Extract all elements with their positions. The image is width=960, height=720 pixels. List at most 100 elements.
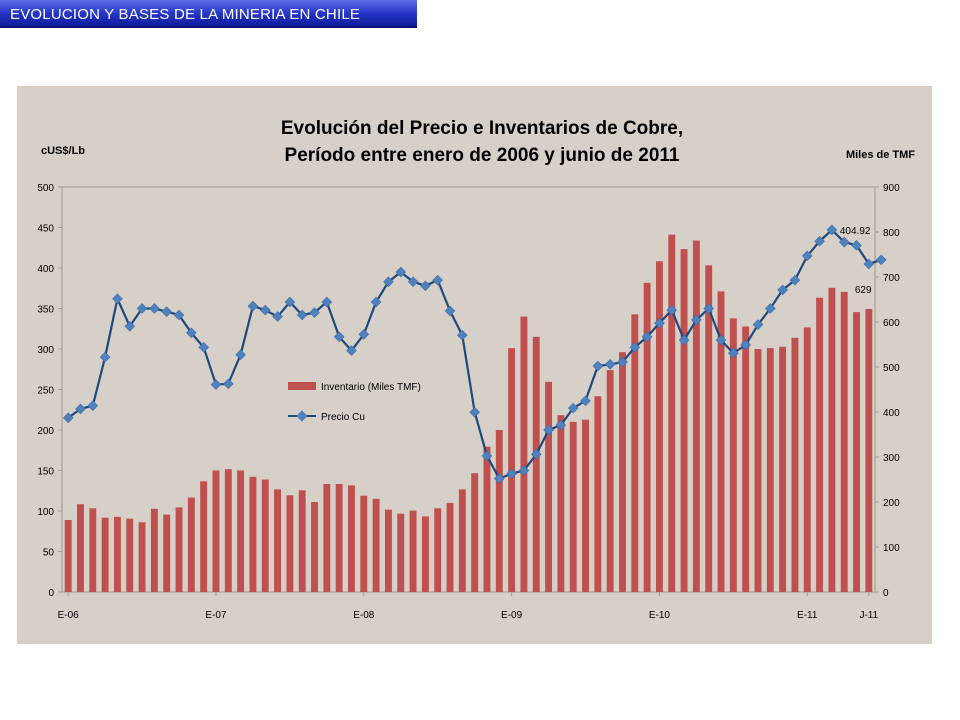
price-point <box>530 448 542 460</box>
inventory-bar <box>397 513 405 592</box>
price-point <box>407 276 419 288</box>
x-tick-label: E-08 <box>353 610 375 621</box>
price-point <box>715 334 727 346</box>
inventory-bar <box>323 484 331 592</box>
inventory-bar <box>311 502 318 592</box>
legend-label-price: Precio Cu <box>321 412 365 423</box>
price-point <box>259 304 271 316</box>
price-point <box>432 274 443 286</box>
y-right-tick-label: 900 <box>883 183 900 194</box>
y-left-tick-label: 400 <box>37 264 54 275</box>
price-point <box>87 400 99 412</box>
inventory-bar <box>754 349 762 592</box>
price-point <box>728 347 739 359</box>
price-point <box>420 280 431 292</box>
plot-area <box>61 186 876 593</box>
y-right-tick-label: 300 <box>883 453 900 464</box>
inventory-bar <box>582 419 589 592</box>
y-left-tick-label: 500 <box>37 183 54 194</box>
annotation-label: 404.92 <box>840 226 871 237</box>
inventory-bar <box>77 504 84 592</box>
inventory-bar <box>655 261 663 592</box>
inventory-bar <box>175 507 183 592</box>
price-point <box>493 473 505 484</box>
inventory-bars <box>64 234 873 593</box>
inventory-bar <box>643 282 651 592</box>
price-point <box>198 342 209 353</box>
inventory-bar <box>360 495 368 592</box>
inventory-bar <box>471 473 479 592</box>
y-right-tick-label: 400 <box>883 408 900 419</box>
inventory-bar <box>606 370 614 592</box>
inventory-bar <box>692 240 700 593</box>
price-point <box>838 236 850 248</box>
price-point <box>740 339 752 351</box>
price-point <box>469 406 480 418</box>
y-axis-right-label: Miles de TMF <box>846 149 915 161</box>
price-point <box>186 327 197 339</box>
inventory-bar <box>520 316 528 592</box>
price-point <box>764 303 776 314</box>
price-point <box>654 317 665 329</box>
price-point <box>136 303 148 314</box>
price-point <box>617 356 628 368</box>
price-point <box>592 360 604 372</box>
price-point <box>309 307 320 318</box>
inventory-bar <box>286 495 294 592</box>
price-point <box>272 311 283 322</box>
price-point <box>506 468 517 480</box>
inventory-bar <box>742 326 750 592</box>
legend-label-inventory: Inventario (Miles TMF) <box>321 382 421 393</box>
price-point <box>555 419 567 431</box>
inventory-bar <box>113 516 121 592</box>
legend: Inventario (Miles TMF) Precio Cu <box>288 382 421 423</box>
price-point <box>346 345 357 356</box>
inventory-bar <box>187 497 195 592</box>
banner-title: EVOLUCION Y BASES DE LA MINERIA EN CHILE <box>10 6 361 23</box>
price-point <box>703 303 715 314</box>
price-point <box>444 305 456 317</box>
y-right-tick-label: 200 <box>883 498 900 509</box>
x-tick-label: E-10 <box>649 610 671 621</box>
inventory-bar <box>569 421 577 592</box>
copper-chart: Evolución del Precio e Inventarios de Co… <box>37 118 915 621</box>
inventory-bar <box>212 470 220 592</box>
price-point <box>383 276 394 288</box>
inventory-bar <box>138 522 146 592</box>
y-right-tick-label: 700 <box>883 273 900 284</box>
price-point <box>235 349 246 360</box>
price-point <box>691 314 702 326</box>
y-right-tick-label: 600 <box>883 318 900 329</box>
inventory-bar <box>261 479 269 592</box>
chart-panel: Evolución del Precio e Inventarios de Co… <box>17 86 932 644</box>
price-point <box>875 254 887 266</box>
inventory-bar <box>779 346 787 592</box>
inventory-bar <box>126 518 134 592</box>
inventory-bar <box>680 249 688 592</box>
inventory-bar <box>483 446 491 592</box>
inventory-bar <box>816 297 824 592</box>
price-point <box>777 284 788 296</box>
inventory-bar <box>853 312 860 592</box>
price-point <box>284 296 296 308</box>
inventory-bar <box>434 508 442 592</box>
chart-title: Evolución del Precio e Inventarios de Co… <box>281 118 683 139</box>
price-point <box>99 351 111 363</box>
price-point <box>222 378 234 390</box>
price-point <box>395 266 407 278</box>
inventory-bar <box>557 415 565 592</box>
inventory-bar <box>495 430 503 592</box>
price-point <box>629 342 641 353</box>
inventory-bar <box>64 520 72 592</box>
price-point <box>173 309 185 321</box>
x-tick-label: J-11 <box>859 610 878 621</box>
price-point <box>210 379 222 390</box>
inventory-bar <box>421 516 429 592</box>
chart-subtitle: Período entre enero de 2006 y junio de 2… <box>285 145 680 166</box>
price-point <box>358 329 370 340</box>
price-point <box>814 235 825 247</box>
legend-marker-price <box>296 410 308 422</box>
y-left-tick-label: 150 <box>37 467 54 478</box>
price-point <box>457 329 468 341</box>
price-point <box>789 274 801 286</box>
